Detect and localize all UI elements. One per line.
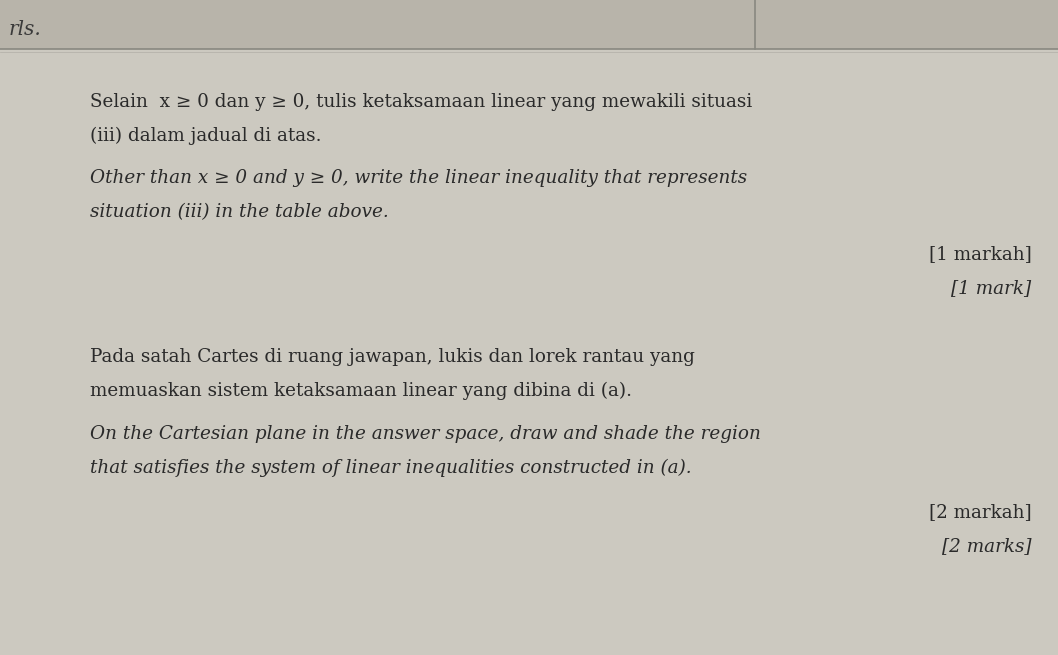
Text: situation (iii) in the table above.: situation (iii) in the table above. — [90, 203, 388, 221]
Text: Pada satah Cartes di ruang jawapan, lukis dan lorek rantau yang: Pada satah Cartes di ruang jawapan, luki… — [90, 348, 695, 366]
Text: [2 marks]: [2 marks] — [942, 537, 1032, 555]
FancyBboxPatch shape — [0, 0, 1058, 49]
Text: memuaskan sistem ketaksamaan linear yang dibina di (a).: memuaskan sistem ketaksamaan linear yang… — [90, 382, 632, 400]
Text: Selain  x ≥ 0 dan y ≥ 0, tulis ketaksamaan linear yang mewakili situasi: Selain x ≥ 0 dan y ≥ 0, tulis ketaksamaa… — [90, 92, 752, 111]
Text: that satisfies the system of linear inequalities constructed in (a).: that satisfies the system of linear ineq… — [90, 458, 692, 477]
Text: rls.: rls. — [8, 20, 41, 39]
Text: [1 mark]: [1 mark] — [951, 279, 1032, 297]
Text: On the Cartesian plane in the answer space, draw and shade the region: On the Cartesian plane in the answer spa… — [90, 424, 761, 443]
Text: [2 markah]: [2 markah] — [929, 503, 1032, 521]
Text: [1 markah]: [1 markah] — [929, 245, 1032, 263]
Text: (iii) dalam jadual di atas.: (iii) dalam jadual di atas. — [90, 126, 322, 145]
Text: Other than x ≥ 0 and y ≥ 0, write the linear inequality that represents: Other than x ≥ 0 and y ≥ 0, write the li… — [90, 169, 747, 187]
